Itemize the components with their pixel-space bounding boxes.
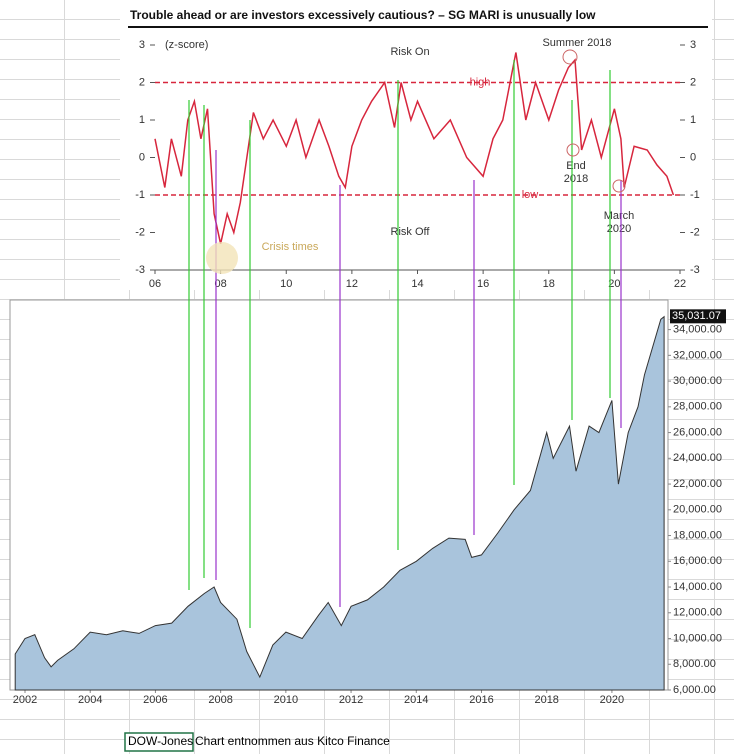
x-tick-label: 06 (149, 278, 161, 290)
x-tick-label: 2008 (208, 694, 232, 706)
x-tick-label: 2012 (339, 694, 363, 706)
y-tick-label: -3 (135, 264, 145, 276)
last-value-box (670, 309, 726, 324)
x-tick-label: 2020 (600, 694, 624, 706)
annotation: Summer 2018 (542, 37, 611, 49)
top-panel (120, 0, 712, 290)
x-tick-label: 16 (477, 278, 489, 290)
y2-tick-label: 3 (690, 39, 696, 51)
y-tick-label: 16,000.00 (673, 555, 722, 567)
highlight-circle (566, 143, 580, 157)
crisis-marker (206, 242, 238, 274)
connectors (188, 60, 622, 628)
y-tick-label: 1 (139, 114, 145, 126)
top-chart: -3 -3-2 -2-1 -10 01 12 23 306 08 10 12 14 16 18 20 22(z… (135, 37, 700, 290)
y-tick-label: 30,000.00 (673, 375, 722, 387)
y-tick-label: 24,000.00 (673, 452, 722, 464)
y-tick-label: 34,000.00 (673, 324, 722, 336)
annotation: Crisis times (262, 241, 319, 253)
x-tick-label: 2002 (13, 694, 37, 706)
y2-tick-label: 0 (690, 151, 696, 163)
y-tick-label: 12,000.00 (673, 607, 722, 619)
x-tick-label: 18 (543, 278, 555, 290)
y-tick-label: 6,000.00 (673, 684, 716, 696)
x-tick-label: 2014 (404, 694, 428, 706)
y-tick-label: 18,000.00 (673, 529, 722, 541)
annotation: Risk On (390, 46, 429, 58)
x-tick-label: 20 (608, 278, 620, 290)
y-tick-label: 32,000.00 (673, 349, 722, 361)
x-tick-label: 2010 (274, 694, 298, 706)
y-tick-label: 8,000.00 (673, 658, 716, 670)
highlight-circle (562, 49, 578, 65)
selected-cell[interactable] (124, 732, 194, 752)
y-tick-label: -2 (135, 226, 145, 238)
y2-tick-label: -2 (690, 226, 700, 238)
y-tick-label: 0 (139, 151, 145, 163)
annotation: Risk Off (391, 226, 431, 238)
caption-cell: DOW-Jones (128, 734, 193, 748)
chart-title: Trouble ahead or are investors excessive… (130, 8, 596, 22)
x-tick-label: 2018 (534, 694, 558, 706)
y-tick-label: 2 (139, 76, 145, 88)
y2-tick-label: -3 (690, 264, 700, 276)
annotation: March 2020 (604, 210, 635, 235)
y2-tick-label: 1 (690, 114, 696, 126)
y2-tick-label: -1 (690, 189, 700, 201)
area (14, 315, 665, 691)
x-tick-label: 10 (280, 278, 292, 290)
x-tick-label: 12 (346, 278, 358, 290)
y-tick-label: 22,000.00 (673, 478, 722, 490)
last-value-label: 35,031.07 (672, 310, 721, 322)
x-tick-label: 08 (215, 278, 227, 290)
x-tick-label: 22 (674, 278, 686, 290)
y-tick-label: 3 (139, 39, 145, 51)
y-tick-label: 10,000.00 (673, 632, 722, 644)
y-tick-label: 26,000.00 (673, 426, 722, 438)
x-tick-label: 2006 (143, 694, 167, 706)
reference-label: low (522, 189, 539, 201)
y-tick-label: -1 (135, 189, 145, 201)
annotation: End 2018 (564, 160, 588, 185)
highlight-circle (612, 179, 626, 193)
bottom-chart: 6,000.00 8,000.00 10,000.00 12,000.00 14,000… (13, 309, 726, 706)
y-tick-label: 20,000.00 (673, 504, 722, 516)
y2-tick-label: 2 (690, 76, 696, 88)
y-tick-label: 28,000.00 (673, 401, 722, 413)
y-tick-label: 14,000.00 (673, 581, 722, 593)
caption-text: Chart entnommen aus Kitco Finance (195, 734, 390, 748)
x-tick-label: 2004 (78, 694, 102, 706)
reference-label: high (470, 76, 491, 88)
x-tick-label: 14 (411, 278, 423, 290)
x-tick-label: 2016 (469, 694, 493, 706)
y-axis-label: (z-score) (165, 39, 208, 51)
